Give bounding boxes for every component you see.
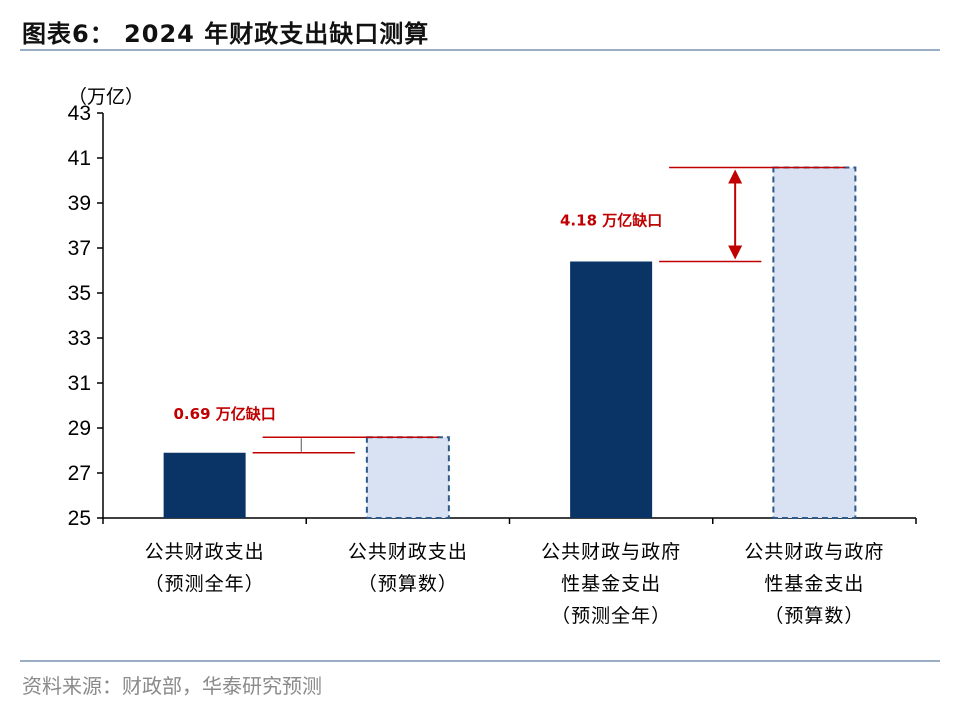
x-category-label: 公共财政支出: [348, 541, 468, 563]
x-category-label: 公共财政与政府: [744, 541, 884, 563]
gap-annotation-label: 0.69 万亿缺口: [174, 405, 276, 423]
source-note: 资料来源：财政部，华泰研究预测: [22, 674, 322, 698]
y-tick-label: 37: [68, 237, 91, 260]
gap-arrow-head-up: [728, 169, 743, 184]
y-tick-label: 31: [68, 372, 91, 395]
y-tick-label: 25: [68, 507, 91, 530]
y-tick-label: 35: [68, 282, 91, 305]
x-category-label: （预测全年）: [145, 573, 265, 595]
x-category-label: 公共财政支出: [145, 541, 265, 563]
bar-forecast: [163, 452, 246, 518]
x-category-label: （预测全年）: [551, 605, 671, 627]
y-unit-label: （万亿）: [68, 86, 144, 108]
figure-title: 图表6： 2024 年财政支出缺口测算: [22, 20, 430, 48]
footer-divider: [20, 660, 940, 662]
x-category-label: （预算数）: [358, 573, 458, 595]
y-tick-label: 41: [68, 147, 91, 170]
bar-forecast: [570, 261, 653, 518]
gap-arrow-head-down: [728, 245, 743, 260]
y-tick-label: 29: [68, 417, 91, 440]
y-tick-label: 39: [68, 192, 91, 215]
x-category-label: 公共财政与政府: [541, 541, 681, 563]
bar-budget: [365, 436, 450, 520]
x-category-label: 性基金支出: [561, 573, 661, 595]
x-category-label: 性基金支出: [764, 573, 864, 595]
title-divider: [20, 49, 940, 51]
y-tick-label: 33: [68, 327, 91, 350]
bar-budget: [772, 166, 857, 519]
y-tick-label: 43: [68, 102, 91, 125]
y-tick-label: 27: [68, 462, 91, 485]
x-category-label: （预算数）: [764, 605, 864, 627]
gap-annotation-label: 4.18 万亿缺口: [560, 211, 662, 229]
